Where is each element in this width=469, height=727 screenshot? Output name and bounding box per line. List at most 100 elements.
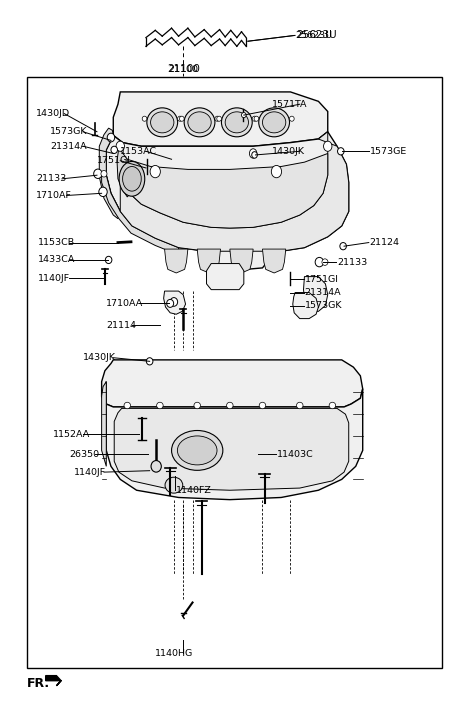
Ellipse shape: [111, 146, 117, 153]
Text: 1430JD: 1430JD: [37, 109, 70, 119]
Ellipse shape: [259, 402, 266, 409]
Text: 1710AA: 1710AA: [106, 299, 144, 308]
Ellipse shape: [151, 460, 161, 472]
Text: 1140FZ: 1140FZ: [176, 486, 212, 495]
Text: 21314A: 21314A: [50, 142, 87, 150]
Polygon shape: [165, 249, 188, 273]
Ellipse shape: [324, 141, 332, 151]
Text: 1430JK: 1430JK: [272, 147, 305, 156]
Ellipse shape: [124, 402, 130, 409]
Ellipse shape: [178, 116, 182, 121]
Polygon shape: [102, 360, 363, 407]
Text: 1153AC: 1153AC: [120, 147, 158, 156]
Ellipse shape: [221, 108, 252, 137]
Text: 1153CB: 1153CB: [38, 238, 75, 247]
Ellipse shape: [217, 116, 221, 121]
Text: 1573GK: 1573GK: [50, 127, 88, 136]
Ellipse shape: [250, 149, 257, 158]
Ellipse shape: [147, 108, 178, 137]
Ellipse shape: [165, 477, 183, 493]
Ellipse shape: [150, 166, 160, 177]
Text: FR.: FR.: [27, 677, 50, 690]
Text: 21100: 21100: [167, 65, 200, 74]
Text: 21314A: 21314A: [304, 288, 341, 297]
Ellipse shape: [227, 402, 233, 409]
Text: 1751GI: 1751GI: [97, 156, 131, 165]
Ellipse shape: [119, 161, 145, 196]
Text: 1571TA: 1571TA: [272, 100, 307, 109]
Text: 1140JF: 1140JF: [74, 467, 106, 477]
Polygon shape: [102, 382, 363, 499]
Polygon shape: [230, 249, 253, 273]
Ellipse shape: [157, 402, 163, 409]
Ellipse shape: [194, 402, 200, 409]
Ellipse shape: [188, 112, 211, 133]
Ellipse shape: [170, 297, 178, 306]
Polygon shape: [114, 409, 349, 490]
Text: 26350: 26350: [69, 449, 99, 459]
Ellipse shape: [177, 436, 217, 465]
Text: 1710AF: 1710AF: [37, 191, 72, 200]
Ellipse shape: [106, 257, 112, 264]
Text: 1751GI: 1751GI: [304, 275, 339, 284]
Polygon shape: [106, 132, 349, 270]
Ellipse shape: [329, 402, 336, 409]
Text: 21133: 21133: [37, 174, 67, 183]
Text: 21100: 21100: [168, 65, 198, 74]
Polygon shape: [293, 292, 318, 318]
Polygon shape: [117, 148, 132, 197]
Polygon shape: [102, 382, 106, 466]
Ellipse shape: [272, 166, 281, 177]
Polygon shape: [197, 249, 220, 273]
Ellipse shape: [180, 116, 184, 121]
Text: 25623U: 25623U: [295, 31, 332, 40]
Text: 1430JK: 1430JK: [83, 353, 116, 362]
Ellipse shape: [107, 133, 115, 142]
Text: 1573GE: 1573GE: [370, 147, 407, 156]
Polygon shape: [120, 132, 349, 252]
Ellipse shape: [252, 116, 257, 121]
Ellipse shape: [151, 112, 174, 133]
Polygon shape: [113, 92, 328, 146]
Polygon shape: [303, 276, 328, 311]
Ellipse shape: [215, 116, 219, 121]
Ellipse shape: [225, 112, 249, 133]
Polygon shape: [120, 153, 328, 228]
Ellipse shape: [254, 116, 259, 121]
Text: 25623U: 25623U: [296, 31, 337, 41]
Text: 1433CA: 1433CA: [38, 255, 75, 265]
Ellipse shape: [142, 116, 147, 121]
Text: 1140JF: 1140JF: [38, 273, 70, 283]
Text: 1573GK: 1573GK: [304, 301, 342, 310]
Ellipse shape: [101, 171, 107, 177]
Ellipse shape: [166, 300, 174, 308]
Polygon shape: [45, 675, 61, 686]
Ellipse shape: [184, 108, 215, 137]
Ellipse shape: [296, 402, 303, 409]
Ellipse shape: [94, 169, 102, 178]
Text: 1140HG: 1140HG: [155, 648, 194, 658]
Text: 1152AA: 1152AA: [53, 430, 90, 439]
Text: 21114: 21114: [106, 321, 136, 329]
Text: 21133: 21133: [337, 257, 367, 267]
Ellipse shape: [263, 112, 286, 133]
Ellipse shape: [122, 166, 141, 191]
Ellipse shape: [242, 113, 246, 118]
Ellipse shape: [338, 148, 344, 155]
Bar: [27, 78, 442, 667]
Ellipse shape: [99, 187, 107, 196]
Polygon shape: [164, 291, 186, 314]
Polygon shape: [102, 174, 179, 255]
Ellipse shape: [259, 108, 289, 137]
Polygon shape: [263, 249, 286, 273]
Ellipse shape: [315, 257, 324, 267]
Ellipse shape: [146, 358, 153, 365]
Text: 21124: 21124: [370, 238, 400, 247]
Ellipse shape: [340, 243, 347, 250]
Ellipse shape: [289, 116, 294, 121]
Ellipse shape: [116, 141, 124, 151]
Ellipse shape: [172, 430, 223, 470]
Text: 11403C: 11403C: [276, 449, 313, 459]
Ellipse shape: [252, 152, 257, 158]
Ellipse shape: [322, 259, 328, 265]
